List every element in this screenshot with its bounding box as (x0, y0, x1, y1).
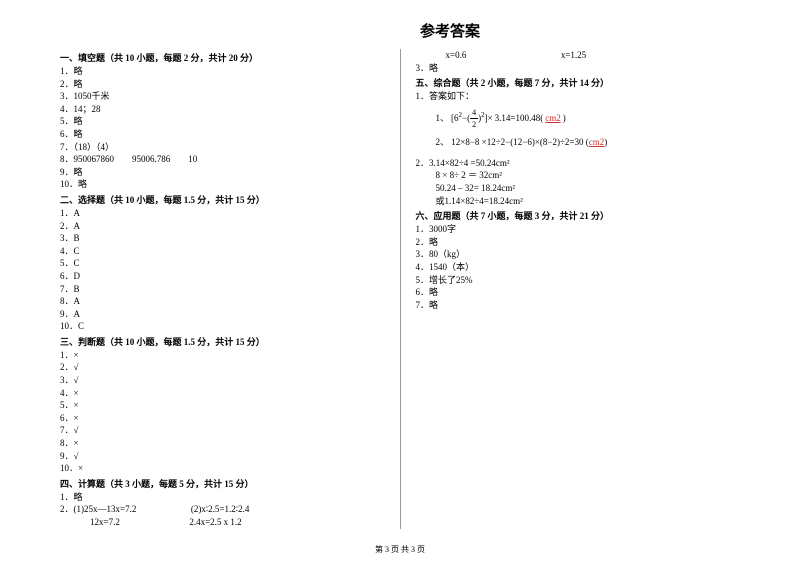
s4-2a: 2．(1)25x—13x=7.2 (60, 504, 136, 514)
left-column: 一、填空题（共 10 小题，每题 2 分，共计 20 分） 1．略 2．略 3．… (60, 49, 400, 529)
s5-item2c: 50.24 – 32= 18.24cm² (416, 182, 741, 195)
s5-formula1: 1、 [62−(42)2]× 3.14=100.48(cm2) (416, 107, 741, 130)
s1-item: 7．（18）（4） (60, 141, 385, 154)
s3-item: 10．× (60, 462, 385, 475)
s1-item: 3．1050千米 (60, 90, 385, 103)
s1-item: 10．略 (60, 178, 385, 191)
s4-2c: 12x=7.2 (90, 517, 120, 527)
s6-item: 1．3000字 (416, 223, 741, 236)
s4-item2-row3: x=0.6 x=1.25 (416, 49, 741, 62)
s3-item: 9．√ (60, 450, 385, 463)
s4-item2-row1: 2．(1)25x—13x=7.2 (2)x∶2.5=1.2∶2.4 (60, 503, 385, 516)
s2-item: 2．A (60, 220, 385, 233)
s4-item2-row2: 12x=7.2 2.4x=2.5 x 1.2 (60, 516, 385, 529)
s1-item: 4．14；28 (60, 103, 385, 116)
s4-2b: (2)x∶2.5=1.2∶2.4 (191, 504, 250, 514)
formula-result: 3.14=100.48( (495, 112, 544, 125)
line2-text: 12×8−8 ×12÷2−(12−6)×(8−2)÷2=30 ( (451, 137, 588, 147)
formula-unit: cm2 (545, 112, 561, 125)
s1-item: 9．略 (60, 166, 385, 179)
s1-item: 5．略 (60, 115, 385, 128)
s1-item: 1．略 (60, 65, 385, 78)
s1-item: 2．略 (60, 78, 385, 91)
page-footer: 第 3 页 共 3 页 (0, 544, 800, 555)
section-2-header: 二、选择题（共 10 小题，每题 1.5 分，共计 15 分） (60, 193, 385, 206)
s3-item: 8．× (60, 437, 385, 450)
s4-item1: 1．略 (60, 491, 385, 504)
s2-item: 1．A (60, 207, 385, 220)
s6-item: 6．略 (416, 286, 741, 299)
s6-item: 4．1540（本） (416, 261, 741, 274)
s2-item: 9．A (60, 308, 385, 321)
page-title: 参考答案 (160, 20, 740, 41)
s4-2e: x=0.6 (446, 50, 467, 60)
s2-item: 3．B (60, 232, 385, 245)
s6-item: 3．80（kg） (416, 248, 741, 261)
formula-label: 1、 (436, 112, 450, 125)
line2-label: 2、 (436, 137, 450, 147)
s3-item: 3．√ (60, 374, 385, 387)
section-1-header: 一、填空题（共 10 小题，每题 2 分，共计 20 分） (60, 51, 385, 64)
s4-2f: x=1.25 (561, 50, 586, 60)
s4-item3: 3．略 (416, 62, 741, 75)
s5-item2b: 8 × 8÷ 2 ＝ 32cm² (416, 169, 741, 182)
section-5-header: 五、综合题（共 2 小题，每题 7 分，共计 14 分） (416, 76, 741, 89)
s2-item: 6．D (60, 270, 385, 283)
s2-item: 4．C (60, 245, 385, 258)
s1-item: 8．950067860 95006.786 10 (60, 153, 385, 166)
columns-container: 一、填空题（共 10 小题，每题 2 分，共计 20 分） 1．略 2．略 3．… (60, 49, 740, 529)
s2-item: 10．C (60, 320, 385, 333)
section-6-header: 六、应用题（共 7 小题，每题 3 分，共计 21 分） (416, 209, 741, 222)
s2-item: 5．C (60, 257, 385, 270)
s1-item: 6．略 (60, 128, 385, 141)
s3-item: 1．× (60, 349, 385, 362)
page-container: 参考答案 一、填空题（共 10 小题，每题 2 分，共计 20 分） 1．略 2… (0, 0, 800, 565)
s4-2d: 2.4x=2.5 x 1.2 (189, 517, 241, 527)
section-4-header: 四、计算题（共 3 小题，每题 5 分，共计 15 分） (60, 477, 385, 490)
s5-item2a: 2．3.14×82÷4 =50.24cm² (416, 157, 741, 170)
s5-item1: 1．答案如下： (416, 90, 741, 103)
s3-item: 2．√ (60, 361, 385, 374)
s6-item: 2．略 (416, 236, 741, 249)
s3-item: 4．× (60, 387, 385, 400)
s2-item: 7．B (60, 283, 385, 296)
s6-item: 5．增长了25% (416, 274, 741, 287)
section-3-header: 三、判断题（共 10 小题，每题 1.5 分，共计 15 分） (60, 335, 385, 348)
formula-content: [62−(42)2]× (451, 107, 493, 130)
s5-formula2: 2、 12×8−8 ×12÷2−(12−6)×(8−2)÷2=30 (cm2) (416, 136, 741, 149)
s6-item: 7．略 (416, 299, 741, 312)
s3-item: 5．× (60, 399, 385, 412)
s3-item: 7．√ (60, 424, 385, 437)
s2-item: 8．A (60, 295, 385, 308)
right-column: x=0.6 x=1.25 3．略 五、综合题（共 2 小题，每题 7 分，共计 … (400, 49, 741, 529)
line2-unit: cm2 (589, 137, 605, 147)
s5-item2d: 或1.14×82÷4=18.24cm² (416, 195, 741, 208)
s3-item: 6．× (60, 412, 385, 425)
